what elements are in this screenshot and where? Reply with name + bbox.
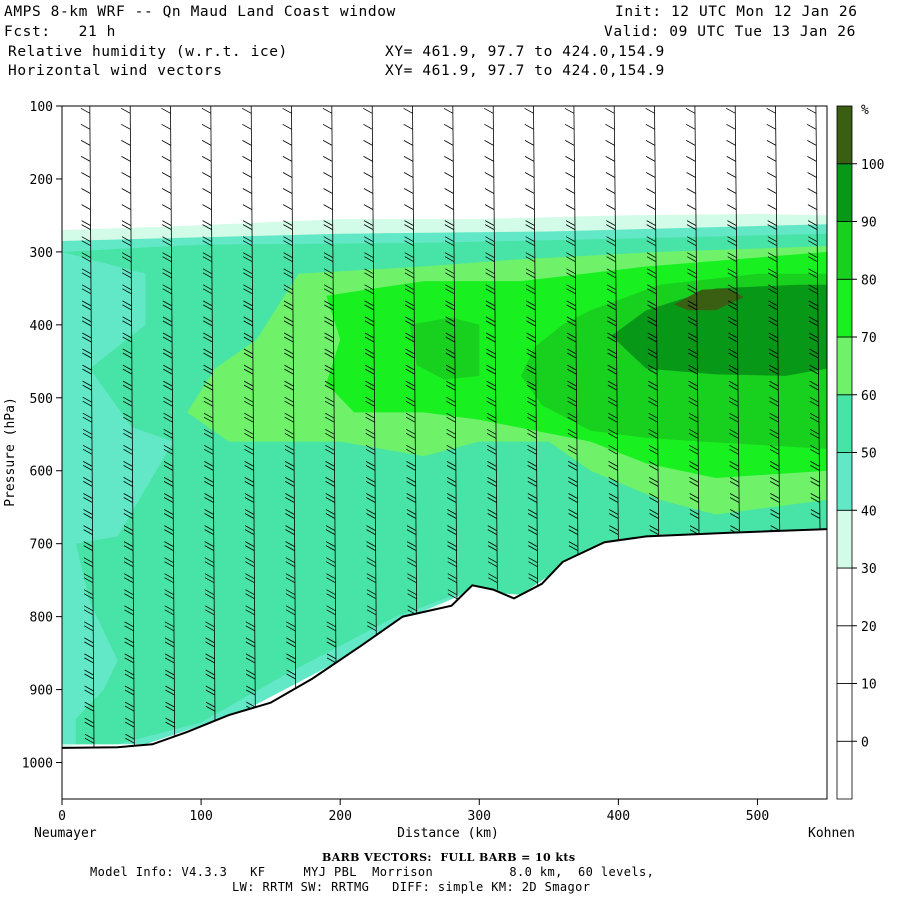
- wind-barb-column: [645, 105, 660, 537]
- wind-barb-column: [806, 105, 821, 530]
- barb-info: BARB VECTORS: FULL BARB = 10 kts: [322, 851, 576, 864]
- colorbar-label: 40: [861, 504, 877, 519]
- wind-barb-column: [242, 105, 256, 712]
- y-tick-label: 600: [30, 465, 53, 480]
- x-left-label: Neumayer: [34, 826, 97, 841]
- colorbar-unit: %: [861, 103, 869, 118]
- colorbar-label: 60: [861, 389, 877, 404]
- model-info: Model Info: V4.3.3 KF MYJ PBL Morrison 8…: [90, 865, 655, 879]
- colorbar-label: 80: [861, 273, 877, 288]
- rh-region-110: [674, 288, 744, 311]
- y-tick-label: 100: [30, 100, 53, 115]
- wind-barb-column: [443, 105, 458, 605]
- wind-barb-column: [484, 105, 498, 590]
- colorbar-swatch: [836, 163, 853, 222]
- y-tick-label: 900: [30, 684, 53, 699]
- y-tick-label: 500: [30, 392, 53, 407]
- colorbar-swatch: [836, 278, 853, 338]
- wind-barb-column: [363, 105, 377, 639]
- wind-barb-column: [605, 105, 619, 541]
- colorbar-swatch: [836, 625, 853, 684]
- colorbar-label: 90: [861, 216, 877, 231]
- wind-barb-column: [161, 105, 176, 738]
- y-tick-label: 200: [30, 173, 53, 188]
- colorbar-label: 70: [861, 331, 877, 346]
- colorbar-label: 100: [861, 158, 884, 173]
- wind-barb-column: [524, 105, 539, 589]
- init-time: Init: 12 UTC Mon 12 Jan 26: [615, 4, 858, 20]
- wind-barb-column: [685, 105, 700, 535]
- terrain-mask: [61, 528, 828, 799]
- colorbar-swatch: [836, 394, 853, 453]
- colorbar-swatch: [836, 683, 853, 742]
- valid-time: Valid: 09 UTC Tue 13 Jan 26: [604, 24, 856, 40]
- y-tick-label: 800: [30, 611, 53, 626]
- wind-barb-column: [121, 105, 135, 747]
- colorbar-label: 30: [861, 562, 877, 577]
- colorbar-swatch: [836, 509, 853, 569]
- forecast-hour: Fcst: 21 h: [4, 24, 116, 40]
- wind-barb-column: [766, 105, 781, 535]
- x-tick-label: 400: [607, 809, 630, 824]
- colorbar-swatch: [836, 221, 853, 280]
- field1-xy: XY= 461.9, 97.7 to 424.0,154.9: [385, 44, 665, 60]
- terrain-fill: [62, 529, 827, 799]
- colorbar: 0 10 20 30 40 50 60 70 80 90 100: [836, 105, 884, 800]
- chart-title: AMPS 8-km WRF -- Qn Maud Land Coast wind…: [4, 4, 396, 20]
- wind-barb-column: [201, 105, 216, 723]
- colorbar-swatch: [836, 336, 853, 396]
- y-tick-label: 1000: [22, 757, 53, 772]
- y-tick-label: 700: [30, 538, 53, 553]
- colorbar-swatch: [836, 105, 853, 165]
- rh-region-90: [409, 317, 480, 380]
- colorbar-swatch: [836, 740, 853, 800]
- terrain-line: [61, 528, 828, 749]
- wind-barb-column: [282, 105, 297, 691]
- y-tick-label: 300: [30, 246, 53, 261]
- colorbar-label: 20: [861, 620, 877, 635]
- field2-xy: XY= 461.9, 97.7 to 424.0,154.9: [385, 63, 665, 79]
- x-tick-label: 100: [189, 809, 212, 824]
- colorbar-label: 10: [861, 678, 877, 693]
- x-tick-label: 200: [328, 809, 351, 824]
- colorbar-swatch: [836, 452, 853, 511]
- wind-barbs: [80, 105, 821, 748]
- x-axis: 0 100 200 300 400 500: [58, 799, 769, 824]
- wind-barb-column: [80, 105, 95, 748]
- x-right-label: Kohnen: [808, 826, 855, 841]
- x-tick-label: 0: [58, 809, 66, 824]
- physics-info: LW: RRTM SW: RRTMG DIFF: simple KM: 2D S…: [232, 880, 591, 894]
- wind-barb-column: [403, 105, 418, 616]
- x-tick-label: 500: [746, 809, 769, 824]
- y-axis-label: Pressure (hPa): [3, 397, 18, 507]
- x-axis-label: Distance (km): [397, 826, 499, 841]
- y-tick-label: 400: [30, 319, 53, 334]
- field1-label: Relative humidity (w.r.t. ice): [8, 44, 288, 60]
- colorbar-label: 0: [861, 735, 869, 750]
- wind-barb-column: [564, 105, 579, 557]
- wind-barb-column: [726, 105, 740, 535]
- y-axis: 100 200 300 400 500 600 700 800 900 1000: [22, 100, 62, 772]
- colorbar-label: 50: [861, 447, 877, 462]
- colorbar-swatch: [836, 567, 853, 627]
- wind-barb-column: [322, 105, 337, 666]
- field2-label: Horizontal wind vectors: [8, 63, 223, 79]
- plot-frame: [61, 105, 828, 800]
- x-tick-label: 300: [468, 809, 491, 824]
